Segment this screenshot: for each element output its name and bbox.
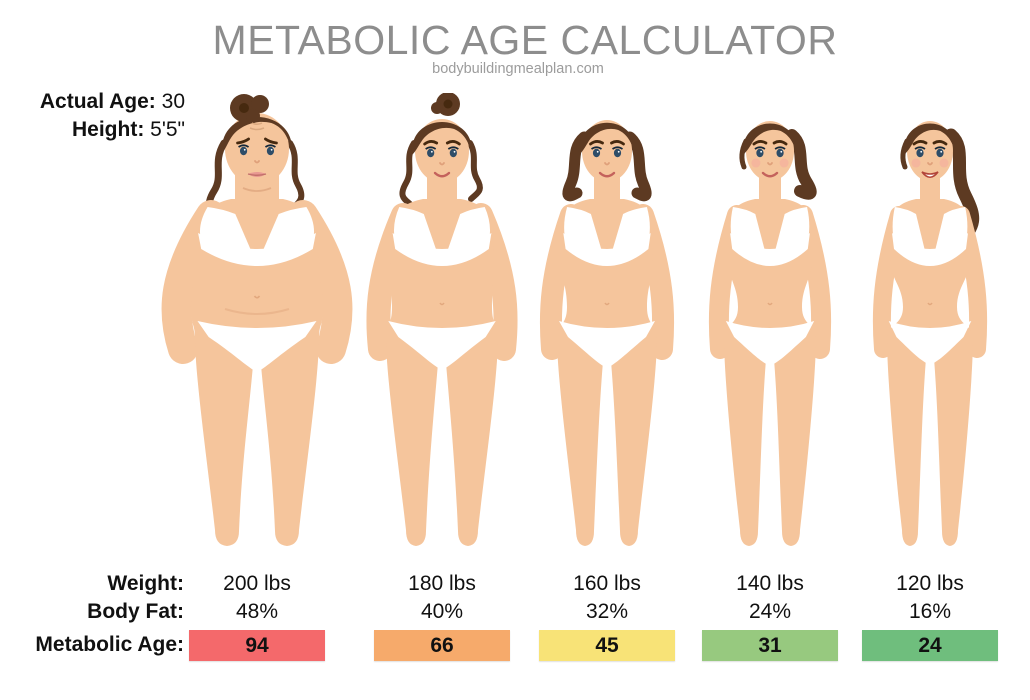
figure-woman-160lbs bbox=[497, 93, 717, 563]
body-fat-row-label: Body Fat: bbox=[87, 600, 184, 623]
weight-value: 140 lbs bbox=[736, 572, 804, 595]
woman-illustration bbox=[161, 94, 353, 546]
metabolic-age-box: 45 bbox=[539, 630, 675, 661]
figure-woman-120lbs bbox=[820, 93, 1030, 563]
woman-illustration bbox=[366, 92, 518, 546]
height-label: Height: bbox=[72, 118, 145, 141]
profile-info: Actual Age: 30 Height: 5'5" bbox=[0, 88, 185, 144]
weight-value: 160 lbs bbox=[573, 572, 641, 595]
weight-value: 120 lbs bbox=[896, 572, 964, 595]
woman-illustration bbox=[872, 121, 988, 546]
metabolic-age-box: 24 bbox=[862, 630, 998, 661]
page-title: METABOLIC AGE CALCULATOR bbox=[212, 17, 838, 63]
metabolic-age-box: 94 bbox=[189, 630, 325, 661]
weight-row-label: Weight: bbox=[107, 572, 184, 595]
body-fat-value: 32% bbox=[585, 600, 629, 623]
body-fat-value: 24% bbox=[748, 600, 792, 623]
weight-value: 200 lbs bbox=[223, 572, 291, 595]
actual-age-value: 30 bbox=[161, 90, 185, 113]
woman-illustration bbox=[539, 120, 675, 546]
figure-woman-180lbs bbox=[332, 92, 552, 563]
actual-age-line: Actual Age: 30 bbox=[0, 88, 185, 116]
figure-woman-200lbs bbox=[147, 93, 367, 563]
height-line: Height: 5'5" bbox=[0, 116, 185, 144]
woman-illustration bbox=[708, 121, 832, 546]
figure-woman-140lbs bbox=[660, 93, 880, 563]
metabolic-age-box: 66 bbox=[374, 630, 510, 661]
website-credit: bodybuildingmealplan.com bbox=[432, 61, 604, 77]
weight-value: 180 lbs bbox=[408, 572, 476, 595]
body-fat-value: 48% bbox=[235, 600, 279, 623]
metabolic-age-row-label: Metabolic Age: bbox=[35, 633, 184, 656]
body-fat-value: 40% bbox=[420, 600, 464, 623]
body-fat-value: 16% bbox=[908, 600, 952, 623]
height-value: 5'5" bbox=[150, 118, 185, 141]
metabolic-age-box: 31 bbox=[702, 630, 838, 661]
actual-age-label: Actual Age: bbox=[39, 90, 156, 113]
